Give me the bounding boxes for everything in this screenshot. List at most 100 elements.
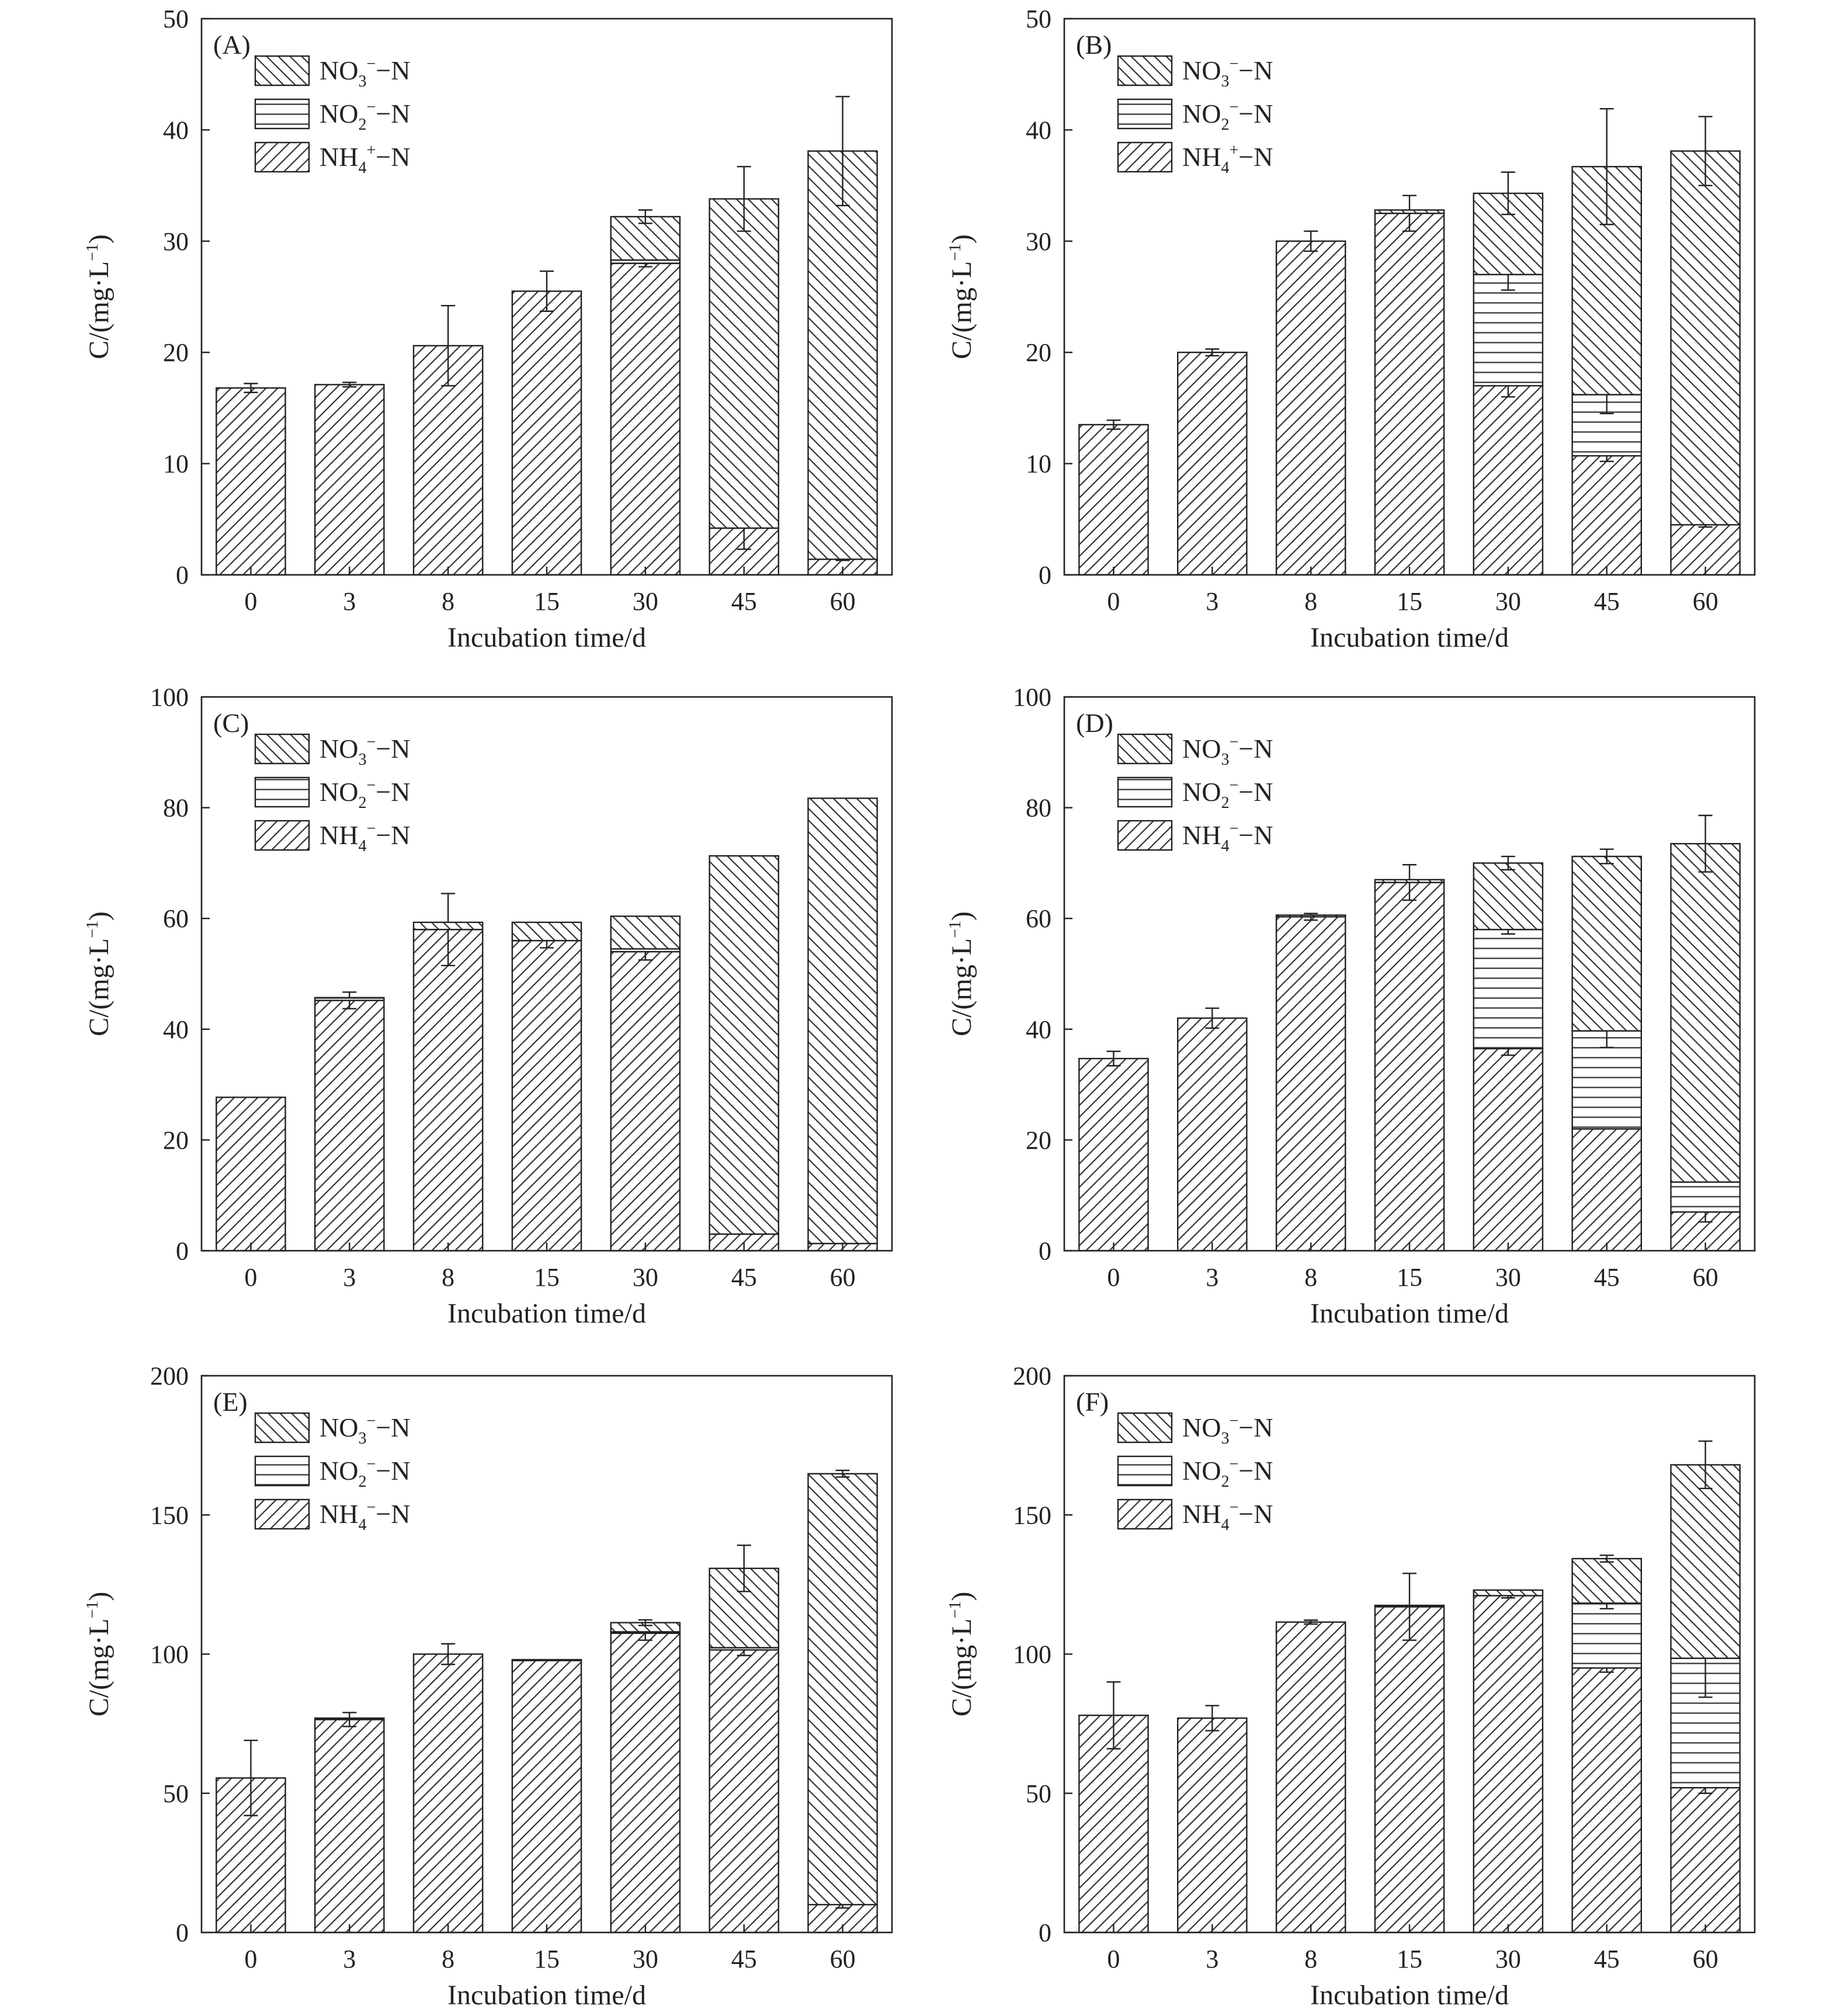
x-axis-title: Incubation time/d <box>447 1298 646 1329</box>
bar-segment <box>1176 352 1248 576</box>
x-tick-label: 0 <box>244 1945 257 1973</box>
bar-segment <box>709 855 780 1235</box>
bar-segment <box>1473 928 1544 1050</box>
x-tick-label: 60 <box>830 1945 856 1973</box>
x-tick-label: 8 <box>1304 1263 1317 1292</box>
x-tick-label: 60 <box>1693 1945 1719 1973</box>
y-axis-title: C/(mg·L−1) <box>84 911 114 1036</box>
panel-label: (A) <box>213 30 251 60</box>
y-tick-label: 50 <box>1026 5 1051 33</box>
y-tick-label: 50 <box>163 1779 189 1808</box>
bar-segment <box>1473 1595 1544 1934</box>
x-axis-title: Incubation time/d <box>447 1980 646 2011</box>
legend-swatch <box>254 733 310 765</box>
bar-segment <box>807 1473 878 1906</box>
bar-segment <box>1374 1606 1445 1934</box>
x-tick-label: 30 <box>1495 1263 1521 1292</box>
bar-segment <box>807 797 878 1244</box>
bar-segment <box>1473 862 1544 931</box>
x-tick-label: 8 <box>442 587 454 616</box>
legend-swatch <box>1117 55 1173 86</box>
bar-segment <box>1275 1621 1346 1934</box>
y-tick-label: 30 <box>163 227 189 256</box>
chart-panel: 0 50 100 150 200 0 3 8 15 30 45 60 Incubation time/d… <box>84 1362 893 2011</box>
x-tick-label: 3 <box>1206 1263 1218 1292</box>
y-tick-label: 200 <box>150 1362 189 1390</box>
bar-segment <box>216 1097 286 1252</box>
bar-segment <box>511 290 582 576</box>
y-tick-label: 40 <box>1026 116 1051 144</box>
legend-label: NH4+−N <box>1182 141 1273 177</box>
legend-swatch <box>254 98 310 130</box>
legend-label: NO2−−N <box>1182 1455 1273 1491</box>
bar-segment <box>511 921 582 942</box>
legend-swatch <box>1117 1455 1173 1487</box>
bar-segment <box>412 1653 484 1934</box>
chart-panel: 0 50 100 150 200 0 3 8 15 30 45 60 Incubation time/d… <box>946 1362 1756 2011</box>
x-tick-label: 15 <box>534 1945 560 1973</box>
x-tick-label: 60 <box>830 1263 856 1292</box>
x-tick-label: 3 <box>343 1263 356 1292</box>
x-tick-label: 30 <box>1495 587 1521 616</box>
x-tick-label: 60 <box>1693 587 1719 616</box>
legend-label: NH4−−N <box>320 1498 410 1534</box>
legend-label: NO2−−N <box>1182 776 1273 812</box>
bar-segment <box>1571 1128 1643 1252</box>
legend-swatch <box>254 1412 310 1444</box>
x-tick-label: 45 <box>1594 1945 1620 1973</box>
bar-segment <box>1374 882 1445 1252</box>
x-axis-title: Incubation time/d <box>447 622 646 653</box>
y-tick-label: 50 <box>1026 1779 1051 1808</box>
legend-label: NO3−−N <box>1182 1412 1273 1448</box>
bar-segment <box>1670 150 1741 526</box>
x-tick-label: 0 <box>1107 1263 1120 1292</box>
bar-segment <box>1571 455 1643 576</box>
x-tick-label: 8 <box>442 1945 454 1973</box>
bar-segment <box>1374 213 1445 576</box>
x-tick-label: 15 <box>1397 1945 1422 1973</box>
legend-label: NO2−−N <box>320 1455 410 1491</box>
legend-swatch <box>1117 733 1173 765</box>
bar-segment <box>610 262 681 576</box>
x-tick-label: 30 <box>633 1945 658 1973</box>
bar-segment <box>412 921 484 931</box>
bar-segment <box>1275 240 1346 576</box>
y-tick-label: 10 <box>1026 450 1051 478</box>
chart-panel: 0 20 40 60 80 100 0 3 8 15 30 45 60 Incubation time/d… <box>84 683 893 1329</box>
bar-segment <box>610 915 681 950</box>
legend-label: NO2−−N <box>320 98 410 134</box>
x-tick-label: 60 <box>1693 1263 1719 1292</box>
bar-segment <box>1473 385 1544 576</box>
bar-segment <box>314 1000 385 1252</box>
panel-label: (F) <box>1076 1387 1109 1417</box>
legend-label: NH4−−N <box>1182 1498 1273 1534</box>
y-tick-label: 200 <box>1013 1362 1051 1390</box>
bar-segment <box>511 939 582 1252</box>
legend-swatch <box>254 1455 310 1487</box>
x-tick-label: 3 <box>1206 587 1218 616</box>
x-tick-label: 60 <box>830 587 856 616</box>
bar-segment <box>1571 1667 1643 1934</box>
chart-panel: 0 10 20 30 40 50 0 3 8 15 30 45 60 Incubation time/d C… <box>84 5 893 653</box>
bar-segment <box>314 1717 385 1720</box>
y-tick-label: 40 <box>163 116 189 144</box>
x-tick-label: 45 <box>1594 1263 1620 1292</box>
x-tick-label: 15 <box>1397 587 1422 616</box>
y-axis-title: C/(mg·L−1) <box>84 234 114 359</box>
y-tick-label: 20 <box>1026 1126 1051 1154</box>
x-tick-label: 30 <box>633 587 658 616</box>
legend-swatch <box>1117 1412 1173 1444</box>
bar-segment <box>1275 914 1346 918</box>
x-tick-label: 3 <box>343 587 356 616</box>
chart-panel: 0 20 40 60 80 100 0 3 8 15 30 45 60 Incubation time/d… <box>946 683 1756 1329</box>
bar-segment <box>1473 273 1544 387</box>
legend-label: NO3−−N <box>1182 733 1273 769</box>
x-tick-label: 0 <box>244 1263 257 1292</box>
bar-segment <box>314 997 385 1001</box>
bar-segment <box>1670 1464 1741 1659</box>
bar-segment <box>1473 1047 1544 1252</box>
y-tick-label: 0 <box>1039 1918 1051 1947</box>
legend-swatch <box>254 820 310 851</box>
legend-swatch <box>254 141 310 173</box>
